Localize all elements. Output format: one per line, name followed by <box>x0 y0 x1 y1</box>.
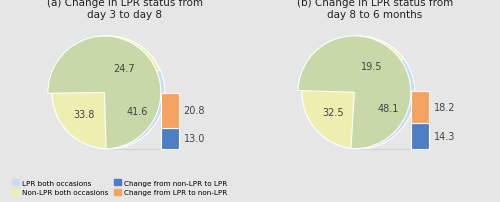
Text: 41.6: 41.6 <box>126 106 148 116</box>
Text: 20.8: 20.8 <box>184 106 205 116</box>
Wedge shape <box>302 37 415 149</box>
Wedge shape <box>302 37 404 149</box>
Text: 18.2: 18.2 <box>434 102 455 112</box>
Bar <box>161 128 180 149</box>
Wedge shape <box>52 37 160 149</box>
Bar <box>161 94 180 128</box>
Text: 13.0: 13.0 <box>184 134 205 143</box>
Title: (b) Change in LPR status from
day 8 to 6 months: (b) Change in LPR status from day 8 to 6… <box>297 0 453 19</box>
Legend: LPR both occasions, Non-LPR both occasions, Change from non-LPR to LPR, Change f: LPR both occasions, Non-LPR both occasio… <box>8 177 230 198</box>
Text: 14.3: 14.3 <box>434 131 455 141</box>
Text: 24.7: 24.7 <box>114 63 136 74</box>
Text: 33.8: 33.8 <box>74 109 95 119</box>
Wedge shape <box>48 37 161 149</box>
Bar <box>411 91 430 123</box>
Text: 48.1: 48.1 <box>378 104 399 114</box>
Text: 19.5: 19.5 <box>360 62 382 72</box>
Title: (a) Change in LPR status from
day 3 to day 8: (a) Change in LPR status from day 3 to d… <box>47 0 203 19</box>
Text: 32.5: 32.5 <box>322 107 344 117</box>
Wedge shape <box>298 37 411 149</box>
Bar <box>411 123 430 149</box>
Wedge shape <box>52 37 165 149</box>
